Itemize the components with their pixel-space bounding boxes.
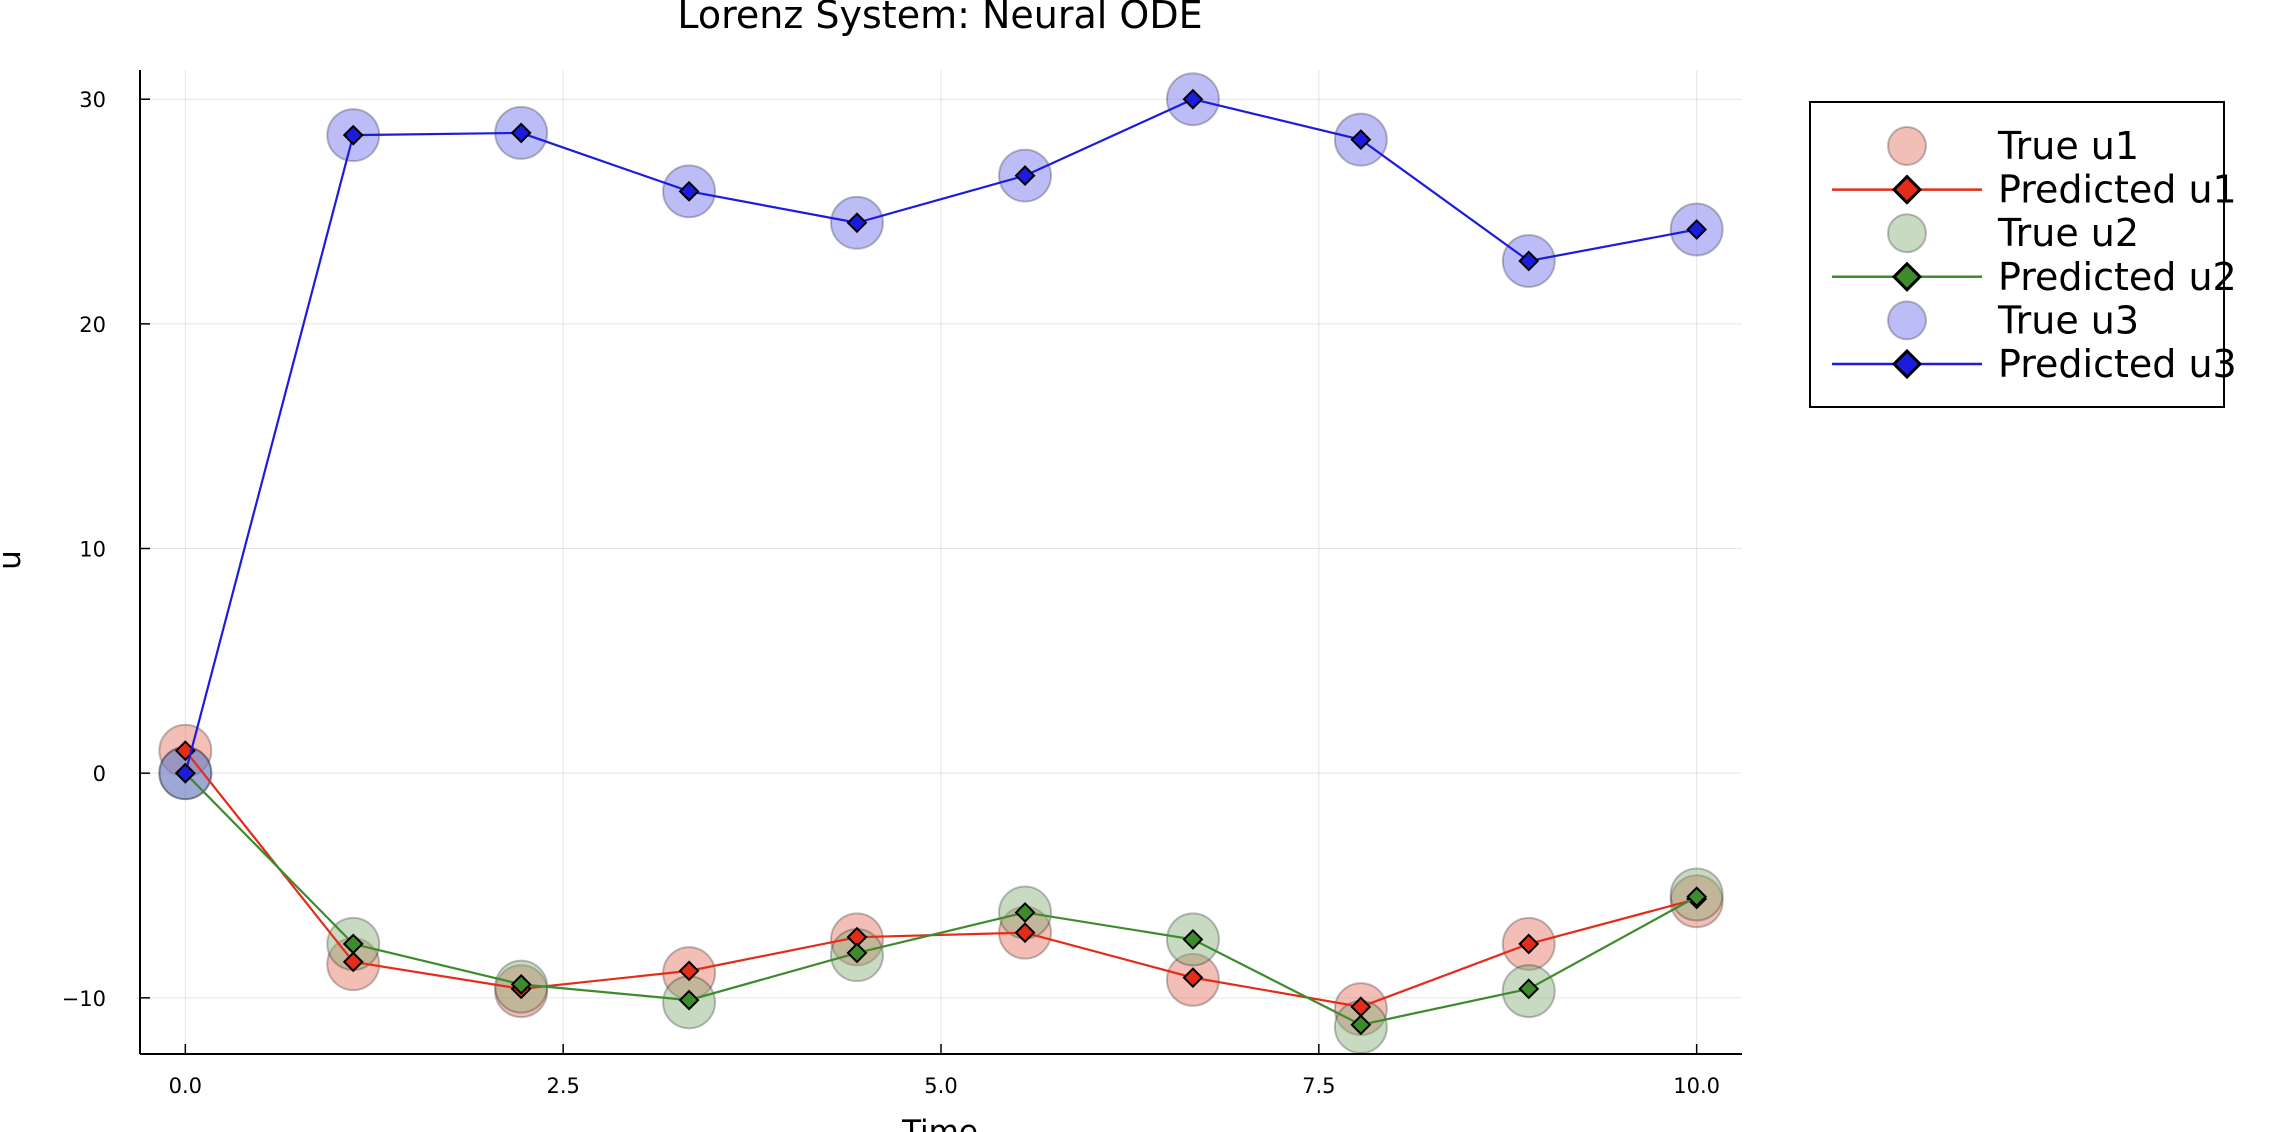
legend-swatch: [1887, 213, 1927, 254]
legend-label: True u1: [1997, 124, 2139, 168]
y-ticks: −10 0 10 20 30: [62, 88, 150, 1011]
legend-label: Predicted u1: [1998, 168, 2237, 212]
legend-swatch: [1887, 126, 1927, 166]
predicted-point: [1686, 219, 1708, 240]
predicted-point: [1182, 967, 1204, 989]
legend-box: [1809, 101, 2225, 408]
series-predicted-u3: [174, 88, 1708, 784]
x-tick-label: 10.0: [1673, 1074, 1720, 1098]
legend-item: Predicted u3: [1832, 342, 2237, 386]
legend-marker: [1891, 174, 1923, 205]
predicted-point: [1350, 1014, 1372, 1036]
predicted-point: [342, 124, 364, 146]
x-tick-label: 5.0: [924, 1074, 957, 1098]
grid: [140, 70, 1742, 1054]
predicted-point: [678, 960, 700, 982]
predicted-point: [1182, 88, 1204, 110]
predicted-point: [1518, 978, 1540, 1000]
chart-title: Lorenz System: Neural ODE: [677, 0, 1202, 37]
y-tick-label: 10: [79, 538, 106, 562]
predicted-point: [342, 933, 364, 955]
predicted-line: [184, 750, 1697, 1008]
x-axis-label: Time: [901, 1114, 978, 1132]
x-tick-label: 2.5: [546, 1074, 579, 1098]
legend-label: Predicted u3: [1998, 342, 2237, 386]
predicted-point: [1518, 933, 1540, 955]
predicted-point: [342, 951, 364, 973]
predicted-line: [184, 772, 1698, 1026]
legend-item: True u3: [1887, 298, 2139, 342]
legend-marker: [1891, 348, 1923, 380]
predicted-point: [678, 989, 700, 1011]
predicted-point: [510, 122, 532, 144]
legend-label: Predicted u2: [1998, 255, 2237, 299]
y-tick-label: 30: [79, 88, 106, 112]
predicted-point: [174, 762, 196, 784]
legend-swatch: [1887, 300, 1927, 341]
predicted-point: [846, 212, 868, 234]
legend-item: Predicted u1: [1832, 168, 2237, 212]
y-tick-label: −10: [62, 987, 106, 1011]
predicted-point: [1350, 129, 1372, 151]
y-axis-label: u: [0, 550, 28, 570]
legend-item: Predicted u2: [1832, 255, 2237, 299]
y-tick-label: 20: [79, 313, 106, 337]
predicted-point: [510, 973, 532, 995]
predicted-point: [1518, 250, 1540, 272]
predicted-point: [1014, 922, 1036, 944]
x-ticks: 0.0 2.5 5.0 7.5 10.0: [169, 1044, 1720, 1098]
legend-marker: [1891, 261, 1923, 292]
x-tick-label: 7.5: [1302, 1074, 1335, 1098]
legend-item: True u1: [1887, 124, 2139, 168]
predicted-point: [1014, 165, 1036, 187]
legend-label: True u3: [1997, 298, 2139, 342]
x-tick-label: 0.0: [169, 1074, 202, 1098]
predicted-point: [1686, 886, 1708, 908]
predicted-point: [678, 180, 700, 202]
plot-area: [158, 72, 1724, 1055]
y-tick-label: 0: [93, 762, 106, 786]
legend-label: True u2: [1997, 211, 2139, 255]
predicted-point: [1182, 929, 1204, 950]
series-predicted-u2: [174, 762, 1708, 1036]
legend-item: True u2: [1887, 211, 2139, 255]
predicted-point: [846, 942, 868, 964]
predicted-line: [184, 98, 1697, 774]
predicted-point: [1014, 902, 1036, 923]
